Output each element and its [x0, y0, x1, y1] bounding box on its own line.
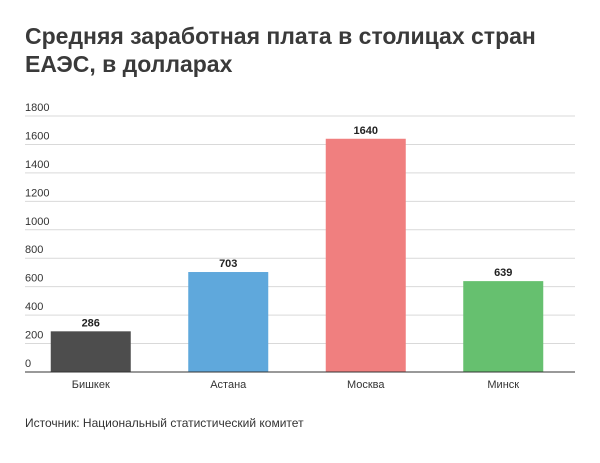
bar-3: [325, 138, 406, 372]
y-tick-label: 1600: [25, 130, 49, 142]
data-label: 703: [219, 258, 237, 270]
gridlines: [25, 115, 575, 345]
data-label: 1640: [354, 125, 378, 137]
bar-4: [463, 281, 544, 372]
y-axis-ticks: 0 200 400 600 800 1000 1200 1400 1600 1800: [25, 102, 49, 370]
x-tick-label: Астана: [210, 379, 247, 391]
y-tick-label: 200: [25, 330, 43, 342]
data-label: 639: [494, 267, 512, 279]
bar-2: [188, 272, 269, 372]
y-tick-label: 1400: [25, 159, 49, 171]
chart-title: Средняя заработная плата в столицах стра…: [25, 23, 536, 77]
y-tick-label: 400: [25, 301, 43, 313]
x-tick-label: Бишкек: [72, 379, 110, 391]
bars: [50, 138, 544, 372]
bar-1: [50, 331, 131, 372]
data-label: 286: [82, 317, 100, 329]
y-tick-label: 1800: [25, 102, 49, 114]
y-tick-label: 1000: [25, 216, 49, 228]
source-note: Источник: Национальный статистический ко…: [25, 416, 304, 430]
x-tick-label: Минск: [487, 379, 519, 391]
y-tick-label: 1200: [25, 187, 49, 199]
x-axis-ticks: Бишкек Астана Москва Минск: [72, 379, 520, 391]
x-tick-label: Москва: [347, 379, 385, 391]
y-tick-label: 800: [25, 244, 43, 256]
data-labels: 286 703 1640 639: [82, 125, 513, 330]
y-tick-label: 0: [25, 358, 31, 370]
y-tick-label: 600: [25, 273, 43, 285]
